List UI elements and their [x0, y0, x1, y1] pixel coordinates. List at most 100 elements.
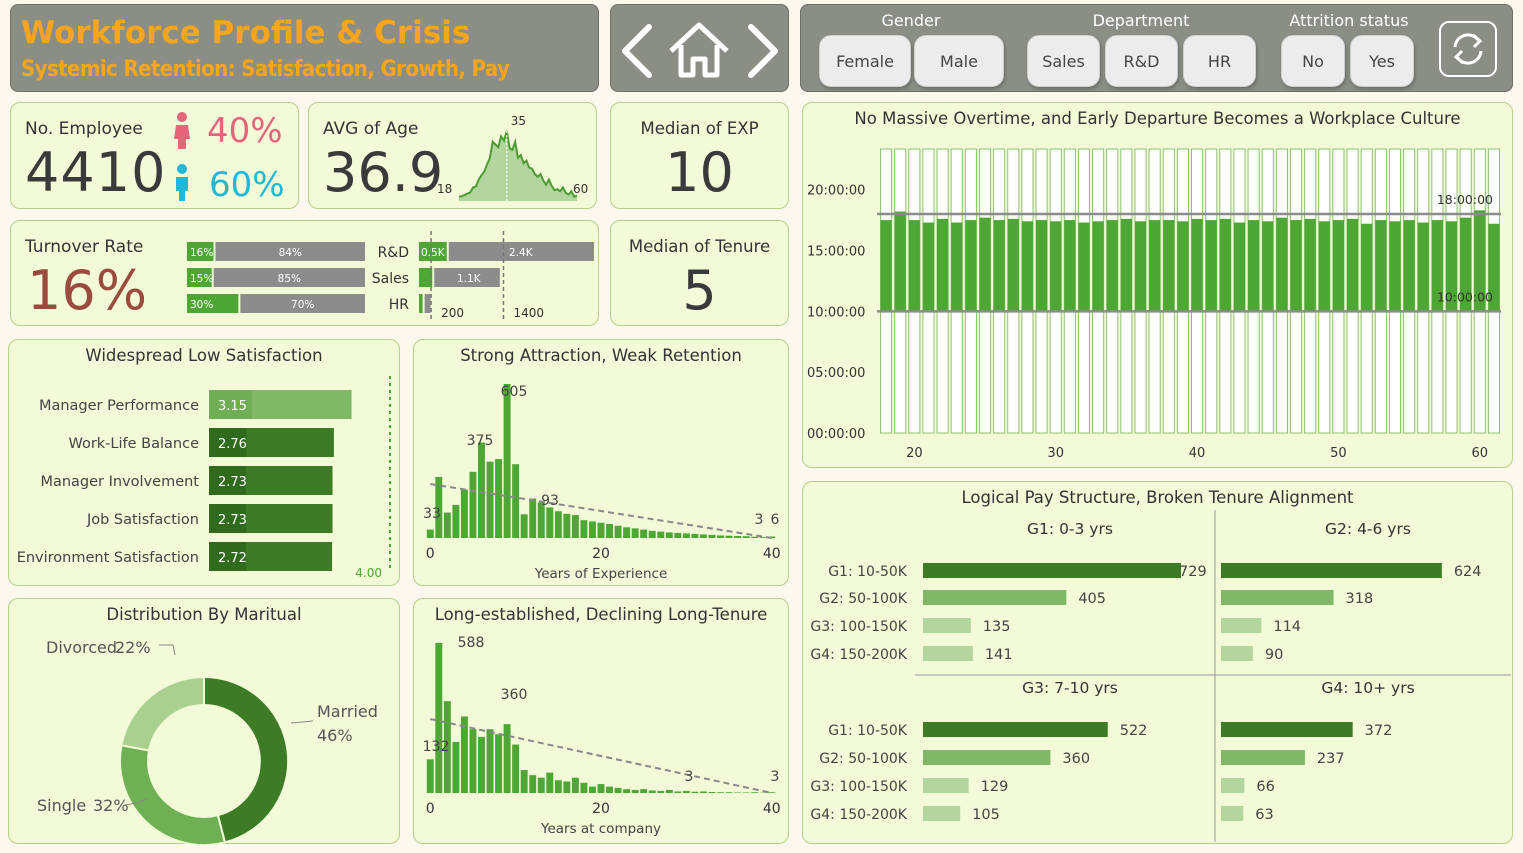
pay-bar [1221, 806, 1244, 821]
experience-bar [460, 489, 468, 538]
attrition-yes-button[interactable]: Yes [1350, 35, 1414, 87]
experience-bar [640, 529, 648, 538]
tenure-bar [717, 792, 724, 793]
page-subtitle: Systemic Retention: Satisfaction, Growth… [21, 57, 510, 82]
employees-card: No. Employee 4410 40% 60% [10, 102, 299, 209]
gender-male-button[interactable]: Male [914, 35, 1004, 87]
overtime-work-bar [937, 218, 949, 312]
pay-bar [1221, 646, 1253, 661]
experience-label: Median of EXP [640, 119, 759, 138]
tenure-x-label: Years at company [540, 821, 661, 837]
tenure-histogram: 0 20 40 Years at company 588 360 132 3 3 [423, 635, 781, 837]
overtime-work-bar [1233, 222, 1246, 312]
experience-bar [426, 529, 434, 538]
tenure-histogram-card: Long-established, Declining Long-Tenure … [413, 598, 789, 844]
turnover-retention-bar [213, 268, 365, 287]
age-value: 36.9 [323, 141, 444, 204]
tenure-bar [734, 792, 742, 793]
headcount-attrition-bar [419, 294, 423, 313]
overtime-reference-label: 18:00:00 [1437, 192, 1493, 207]
turnover-attrition-label: 30% [190, 299, 213, 311]
pay-band-label: G3: 100-150K [810, 619, 907, 635]
overtime-work-bar [1460, 217, 1472, 312]
headcount-attrition-bar [419, 242, 447, 261]
experience-bar [503, 384, 511, 538]
marital-leader-line [159, 644, 176, 656]
turnover-dept-label: HR [389, 297, 410, 313]
overtime-work-bar [922, 222, 935, 312]
pay-bar [1221, 722, 1353, 737]
pay-value-label: 729 [1179, 564, 1207, 580]
experience-data-label: 33 [423, 506, 441, 522]
tenure-bar [614, 787, 622, 793]
tenure-bar [529, 775, 537, 793]
marital-leader-line [290, 720, 314, 724]
experience-bar [512, 464, 520, 538]
pay-value-label: 135 [983, 619, 1011, 635]
overtime-y-tick: 05:00:00 [807, 366, 865, 381]
pay-bar [923, 590, 1067, 605]
pay-band-label: G4: 150-200K [810, 807, 907, 823]
tenure-bar [640, 789, 648, 793]
overtime-work-bar [1064, 220, 1076, 312]
nav-panel [610, 4, 789, 92]
home-icon[interactable] [669, 22, 729, 78]
tenure-bar [478, 736, 485, 793]
experience-value: 10 [665, 141, 734, 204]
attrition-no-button[interactable]: No [1281, 35, 1345, 87]
overtime-work-bar [908, 220, 920, 312]
pay-bar [923, 618, 971, 633]
page-title: Workforce Profile & Crisis [21, 15, 471, 51]
gender-female-button[interactable]: Female [819, 35, 911, 87]
overtime-x-tick: 60 [1472, 446, 1489, 461]
tenure-bar [520, 770, 528, 793]
experience-bar [623, 527, 631, 538]
marital-leader-line [124, 798, 148, 806]
pay-value-label: 105 [972, 807, 1000, 823]
pay-bar [923, 750, 1051, 765]
satisfaction-value-label: 2.73 [218, 513, 247, 528]
department-rd-button[interactable]: R&D [1105, 35, 1178, 87]
marital-chart-title: Distribution By Maritual [106, 605, 302, 624]
overtime-work-bar [951, 222, 963, 312]
satisfaction-bar-segment [209, 428, 247, 457]
chevron-left-icon[interactable] [622, 24, 652, 78]
pay-chart-title: Logical Pay Structure, Broken Tenure Ali… [961, 488, 1354, 507]
male-icon [176, 164, 188, 201]
tenure-value: 5 [682, 259, 717, 322]
pay-band-label: G1: 10-50K [828, 564, 908, 580]
overtime-work-bar [1417, 222, 1429, 312]
refresh-icon[interactable] [1439, 21, 1497, 77]
headcount-label: 0.5K [421, 247, 446, 259]
department-hr-button[interactable]: HR [1183, 35, 1256, 87]
experience-data-label: 605 [501, 384, 528, 400]
overtime-work-bar [880, 220, 892, 312]
overtime-y-tick: 15:00:00 [807, 245, 865, 260]
pay-bar [1221, 750, 1305, 765]
filter-panel: Gender Female Male Department Sales R&D … [800, 4, 1513, 92]
pay-value-label: 522 [1120, 723, 1148, 739]
overtime-work-bar [1219, 218, 1231, 312]
satisfaction-value-label: 2.73 [218, 475, 247, 490]
turnover-value: 16% [27, 259, 148, 322]
headcount-bar [448, 242, 594, 261]
tenure-x-tick: 20 [592, 801, 610, 817]
tenure-bar [537, 777, 545, 793]
overtime-work-bar [1036, 220, 1048, 312]
tenure-data-label: 3 [771, 769, 780, 785]
marital-slice [203, 675, 290, 844]
satisfaction-category-label: Manager Performance [39, 398, 199, 414]
overtime-work-bar [965, 220, 977, 312]
tenure-bar [606, 786, 614, 793]
experience-bar [665, 532, 673, 538]
tenure-bar [674, 791, 682, 793]
overtime-work-bar [1304, 218, 1316, 312]
department-sales-button[interactable]: Sales [1027, 35, 1100, 87]
overtime-y-tick: 00:00:00 [807, 427, 865, 442]
pay-value-label: 624 [1454, 564, 1482, 580]
turnover-retention-label: 70% [291, 299, 314, 311]
turnover-label: Turnover Rate [25, 237, 144, 257]
chevron-right-icon[interactable] [748, 24, 778, 78]
satisfaction-bar-segment [209, 390, 252, 419]
